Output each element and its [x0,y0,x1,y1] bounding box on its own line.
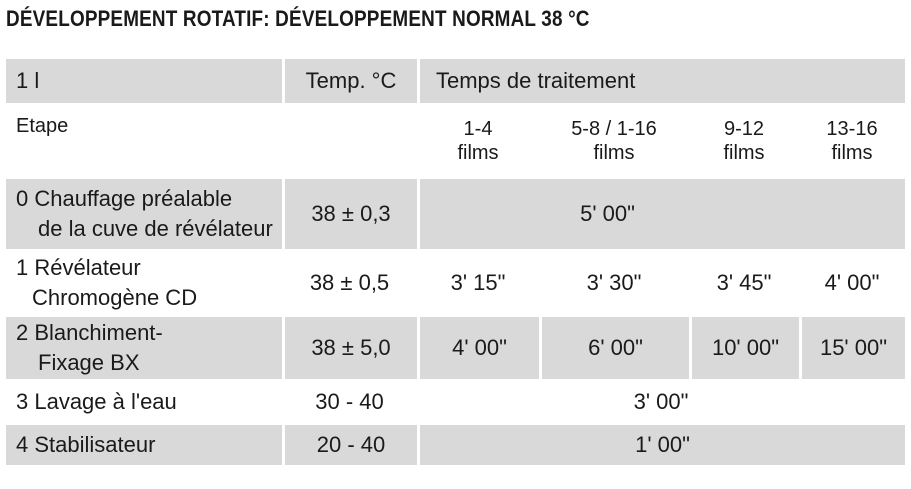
temp-cell: 38 ± 0,3 [282,179,417,249]
group-unit: films [723,142,765,164]
subheader-group-3: 9-12 films [689,106,799,176]
header-volume: 1 l [6,59,282,103]
step-cell: 1 Révélateur Chromogène CD [6,252,282,314]
group-unit: films [457,142,499,164]
step-cell: 2 Blanchiment- Fixage BX [6,317,282,379]
header-time: Temps de traitement [417,59,905,103]
table-row: 1 Révélateur Chromogène CD 38 ± 0,5 3' 1… [6,252,905,314]
subheader-group-2: 5-8 / 1-16 films [539,106,689,176]
temp-cell: 38 ± 0,5 [309,270,390,295]
group-range: 1-4 [463,118,493,140]
time-cell: 10' 00" [689,317,799,379]
step-name-line1: 1 Révélateur [16,255,141,280]
table-row: 3 Lavage à l'eau 30 - 40 3' 00" [6,382,905,422]
group-range: 13-16 [826,118,878,140]
time-cell-all: 5' 00" [417,179,905,249]
subheader-group-1: 1-4 films [417,106,539,176]
time-cell: 3' 15" [450,270,506,295]
table-row: 0 Chauffage préalable de la cuve de révé… [6,179,905,249]
table-header-row: 1 l Temp. °C Temps de traitement [6,59,905,103]
step-cell: 4 Stabilisateur [6,425,282,465]
group-range: 5-8 / 1-16 [571,118,657,140]
group-unit: films [831,142,873,164]
step-name-line2: de la cuve de révélateur [38,216,273,241]
step-name-line1: 2 Blanchiment- [16,320,163,345]
time-cell: 4' 00" [824,270,880,295]
header-temp: Temp. °C [282,59,417,103]
processing-table: 1 l Temp. °C Temps de traitement Etape 1… [6,56,905,468]
temp-cell: 30 - 40 [315,389,384,414]
time-cell: 6' 00" [539,317,689,379]
step-name-line2: Chromogène CD [32,285,198,310]
time-value: 5' 00" [580,201,635,226]
subheader-row: Etape 1-4 films 5-8 / 1-16 films 9-12 fi… [6,106,905,176]
time-cell: 4' 00" [417,317,539,379]
subheader-group-4: 13-16 films [799,106,905,176]
group-unit: films [593,142,635,164]
time-cell: 3' 45" [716,270,772,295]
step-name-line1: 0 Chauffage préalable [16,186,233,211]
step-cell: 0 Chauffage préalable de la cuve de révé… [6,179,282,249]
time-cell: 3' 30" [586,270,642,295]
subheader-temp-empty [282,106,417,176]
time-cell-all: 1' 00" [417,425,905,465]
group-range: 9-12 [723,118,765,140]
temp-cell: 38 ± 5,0 [282,317,417,379]
temp-cell: 20 - 40 [282,425,417,465]
step-name-line2: Fixage BX [38,350,140,375]
page-title: DÉVELOPPEMENT ROTATIF: DÉVELOPPEMENT NOR… [6,6,590,31]
table-row: 2 Blanchiment- Fixage BX 38 ± 5,0 4' 00"… [6,317,905,379]
subheader-step: Etape [16,115,69,137]
step-cell: 3 Lavage à l'eau [16,389,177,414]
time-cell: 15' 00" [799,317,905,379]
table-row: 4 Stabilisateur 20 - 40 1' 00" [6,425,905,465]
time-cell-all: 3' 00" [633,389,689,414]
